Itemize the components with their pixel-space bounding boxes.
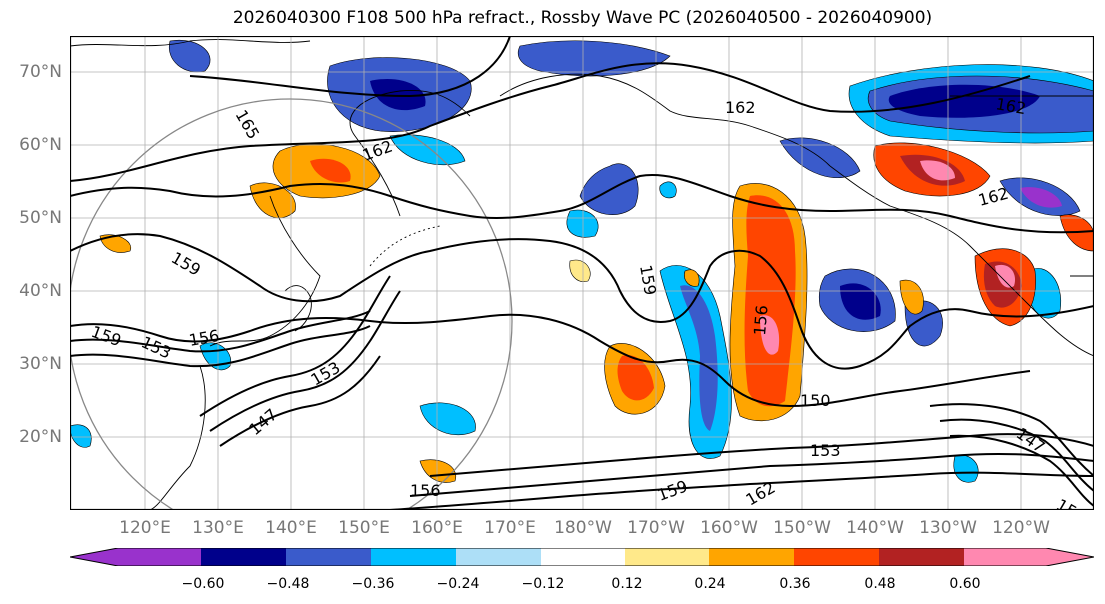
contour-label: 153	[810, 441, 841, 460]
lat-label-30n: 30°N	[19, 354, 62, 374]
colorbar-cell	[70, 548, 201, 566]
lon-label-130w: 130°W	[919, 518, 977, 538]
colorbar-tick: 0.36	[779, 576, 811, 592]
contour-label: 150	[800, 391, 831, 410]
lon-label-150w: 150°W	[773, 518, 831, 538]
lon-label-140e: 140°E	[265, 518, 317, 538]
colorbar	[70, 548, 1094, 566]
colorbar-cell	[709, 548, 794, 566]
colorbar-cell	[794, 548, 879, 566]
colorbar-cell	[456, 548, 541, 566]
colorbar-cell	[286, 548, 371, 566]
colorbar-tick: −0.60	[181, 576, 225, 592]
contour-label: 156	[410, 481, 441, 500]
colorbar-tick: 0.48	[864, 576, 896, 592]
map-frame	[70, 36, 1094, 510]
colorbar-tick: 0.24	[694, 576, 726, 592]
lon-label-170e: 170°E	[484, 518, 536, 538]
colorbar-tick: 0.12	[611, 576, 643, 592]
lon-label-170w: 170°W	[627, 518, 685, 538]
lat-label-50n: 50°N	[19, 208, 62, 228]
lon-label-120w: 120°W	[992, 518, 1050, 538]
lon-label-150e: 150°E	[338, 518, 390, 538]
colorbar-cell	[625, 548, 709, 566]
lon-label-120e: 120°E	[119, 518, 171, 538]
height-contours	[70, 36, 1094, 510]
colorbar-tick: −0.12	[521, 576, 565, 592]
colorbar-cell	[879, 548, 964, 566]
colorbar-cell	[541, 548, 625, 566]
shaded-anomaly-patches	[70, 39, 1094, 483]
lon-label-140w: 140°W	[846, 518, 904, 538]
contour-label: 162	[725, 98, 756, 117]
colorbar-cell	[964, 548, 1094, 566]
colorbar-tick: −0.48	[266, 576, 310, 592]
lon-label-160w: 160°W	[700, 518, 758, 538]
lat-label-20n: 20°N	[19, 427, 62, 447]
lon-label-160e: 160°E	[411, 518, 463, 538]
colorbar-tick: −0.24	[436, 576, 480, 592]
lat-label-70n: 70°N	[19, 62, 62, 82]
colorbar-cell	[201, 548, 286, 566]
lat-label-60n: 60°N	[19, 135, 62, 155]
lon-label-180w: 180°W	[554, 518, 612, 538]
plot-title: 2026040300 F108 500 hPa refract., Rossby…	[232, 8, 933, 28]
lon-label-130e: 130°E	[192, 518, 244, 538]
lat-label-40n: 40°N	[19, 281, 62, 301]
reference-circle	[70, 98, 513, 510]
colorbar-cell	[371, 548, 456, 566]
contour-label: 156	[750, 304, 772, 336]
colorbar-tick: 0.60	[949, 576, 981, 592]
refractivity-map: 165 162 162 162 162 159 159 159 156 156 …	[70, 36, 1094, 510]
colorbar-tick: −0.36	[351, 576, 395, 592]
graticule	[70, 36, 1094, 510]
